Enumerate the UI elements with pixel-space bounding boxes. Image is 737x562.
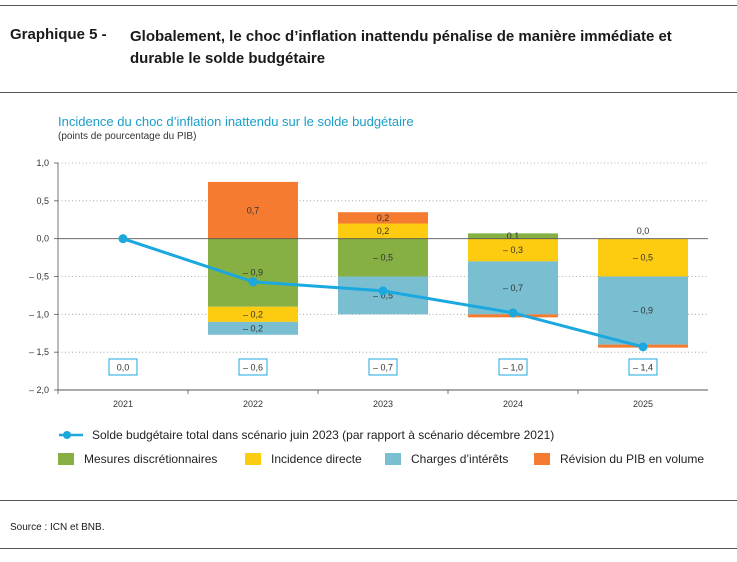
bar-segment	[468, 261, 558, 315]
chart-bottom-rule	[0, 500, 737, 501]
bar-data-label: 0,7	[247, 205, 260, 215]
legend-line-marker-icon	[59, 431, 83, 439]
total-label-box	[238, 358, 268, 376]
total-label: 0,0	[117, 363, 130, 373]
y-tick-label: 0,0	[36, 234, 49, 244]
x-tick-label: 2025	[633, 399, 653, 409]
x-tick-label: 2023	[373, 399, 393, 409]
legend-swatch-green	[58, 453, 74, 465]
x-tick-label: 2022	[243, 399, 263, 409]
total-label-box	[498, 358, 528, 376]
legend-line-label: Solde budgétaire total dans scénario jui…	[92, 428, 555, 442]
y-tick-label: – 2,0	[29, 385, 49, 395]
bar-data-label: – 0,7	[503, 283, 523, 293]
y-tick-label: – 0,5	[29, 272, 49, 282]
bar-segment	[208, 306, 298, 322]
y-tick-label: – 1,5	[29, 347, 49, 357]
line-point	[118, 234, 128, 244]
bottom-rule	[0, 548, 737, 549]
line-point	[378, 286, 388, 296]
bar-data-label: – 0,5	[373, 253, 393, 263]
chart-subtitle: (points de pourcentage du PIB)	[58, 131, 197, 142]
bar-segment	[468, 238, 558, 262]
bar-data-label: 0,2	[377, 213, 390, 223]
header-divider	[0, 92, 737, 93]
bar-data-label: – 0,2	[243, 309, 263, 319]
x-tick-label: 2021	[113, 399, 133, 409]
y-tick-label: 0,5	[36, 196, 49, 206]
legend-label-revision: Révision du PIB en volume	[560, 452, 705, 466]
graph-number: Graphique 5 -	[10, 26, 107, 43]
legend-label-incidence: Incidence directe	[271, 452, 362, 466]
bar-data-label: – 0,5	[633, 253, 653, 263]
bar-data-label: – 0,9	[243, 268, 263, 278]
bar-data-label: – 0,5	[373, 290, 393, 300]
total-label-box	[368, 358, 398, 376]
top-rule	[0, 5, 737, 6]
legend-item-revision: Révision du PIB en volume	[534, 452, 704, 466]
legend-item-charges: Charges d’intérêts	[385, 452, 508, 466]
bar-segment	[208, 321, 298, 335]
bar-data-label: – 0,3	[503, 245, 523, 255]
bar-segment	[338, 238, 428, 277]
bar-segment	[338, 223, 428, 239]
total-label-box	[628, 358, 658, 376]
bar-segment	[338, 212, 428, 224]
bar-data-label: – 0,9	[633, 306, 653, 316]
legend-label-mesures: Mesures discrétionnaires	[84, 452, 218, 466]
bar-data-label: 0,2	[377, 226, 390, 236]
line-point	[508, 308, 518, 318]
chart-title: Incidence du choc d’inflation inattendu …	[58, 114, 414, 129]
line-point	[638, 342, 648, 352]
bar-data-label: 0,0	[637, 226, 650, 236]
legend-line-item: Solde budgétaire total dans scénario jui…	[58, 428, 554, 442]
total-label: – 0,6	[243, 363, 263, 373]
legend-swatch-blue	[385, 453, 401, 465]
bar-segment	[208, 181, 298, 239]
total-label-box	[108, 358, 138, 376]
bar-data-label: – 0,2	[243, 323, 263, 333]
bar-data-label: 0,1	[507, 231, 520, 241]
legend-label-charges: Charges d’intérêts	[411, 452, 509, 466]
source-note: Source : ICN et BNB.	[10, 522, 105, 533]
bar-segment	[468, 233, 558, 239]
y-tick-label: – 1,0	[29, 309, 49, 319]
graph-title: Globalement, le choc d’inflation inatten…	[130, 28, 672, 67]
total-label: – 1,4	[633, 363, 653, 373]
total-label: – 0,7	[373, 363, 393, 373]
legend-swatch-yellow	[245, 453, 261, 465]
chart-plot: 1,0 0,5 0,0 – 0,5 – 1,0 – 1,5 – 2,0 – 0,9 – 0,2 –…	[29, 158, 708, 409]
bar-segment	[598, 238, 688, 277]
y-tick-label: 1,0	[36, 158, 49, 168]
x-tick-label: 2024	[503, 399, 523, 409]
total-label: – 1,0	[503, 363, 523, 373]
legend-item-incidence: Incidence directe	[245, 452, 362, 466]
legend-item-mesures: Mesures discrétionnaires	[58, 452, 217, 466]
bar-segment	[598, 276, 688, 345]
line-point	[248, 277, 258, 287]
legend-swatch-orange	[534, 453, 550, 465]
